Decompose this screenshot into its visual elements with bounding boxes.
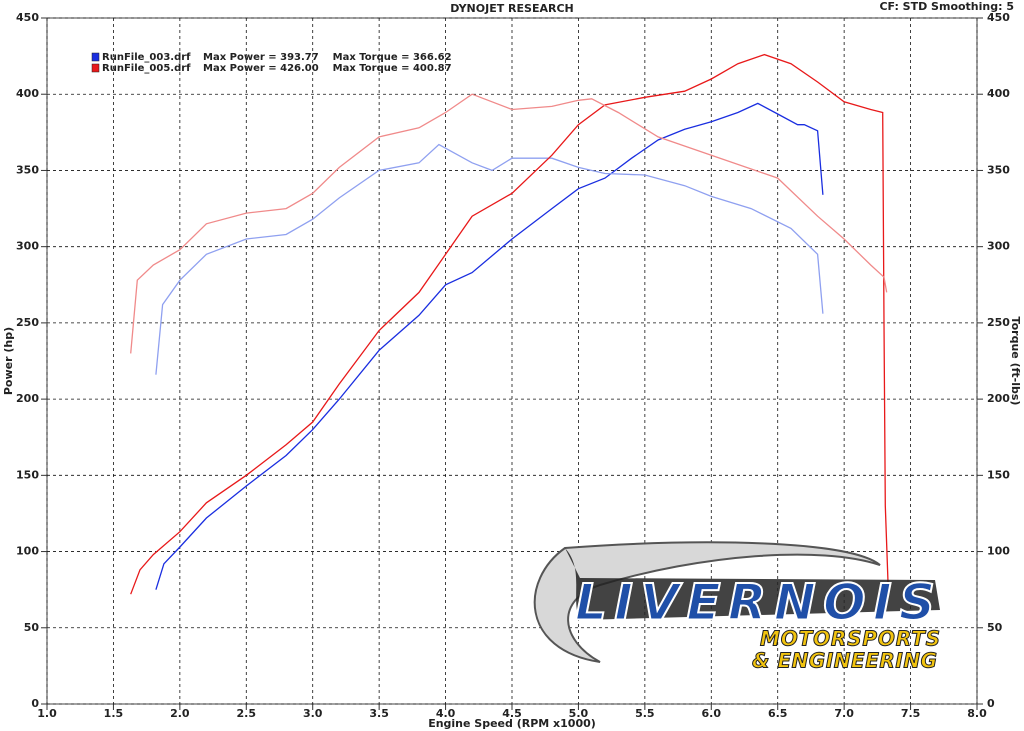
x-tick-label: 2.5 <box>237 707 257 720</box>
x-tick-label: 8.0 <box>967 707 987 720</box>
x-tick-label: 1.0 <box>37 707 57 720</box>
x-tick-label: 3.5 <box>369 707 389 720</box>
x-tick-label: 5.5 <box>635 707 655 720</box>
y2-tick-label: 100 <box>987 545 1010 558</box>
legend-stats: Max Power = 426.00 Max Torque = 400.87 <box>203 63 452 74</box>
y-tick-label: 400 <box>16 87 39 100</box>
y-tick-label: 350 <box>16 163 39 176</box>
y-tick-label: 150 <box>16 468 39 481</box>
series-line <box>130 93 888 354</box>
y2-tick-label: 400 <box>987 87 1010 100</box>
x-tick-label: 7.0 <box>834 707 854 720</box>
chart-title: DYNOJET RESEARCH <box>450 2 573 15</box>
y2-tick-label: 250 <box>987 316 1010 329</box>
logo: LIVERNOIS MOTORSPORTS & ENGINEERING <box>533 541 941 673</box>
legend-name: RunFile_005.drf <box>102 63 191 74</box>
x-tick-label: 2.0 <box>170 707 190 720</box>
x-axis-label: Engine Speed (RPM x1000) <box>428 717 596 730</box>
y2-tick-label: 200 <box>987 392 1010 405</box>
y-tick-label: 450 <box>16 11 39 24</box>
y2-tick-label: 150 <box>987 468 1010 481</box>
series-line <box>155 102 824 590</box>
y-tick-label: 250 <box>16 316 39 329</box>
legend-name: RunFile_003.drf <box>102 52 191 63</box>
y-tick-label: 300 <box>16 240 39 253</box>
x-tick-label: 6.0 <box>702 707 722 720</box>
y-tick-label: 0 <box>31 697 39 710</box>
x-tick-label: 6.5 <box>768 707 788 720</box>
logo-swoosh <box>533 541 881 663</box>
logo-line2: & ENGINEERING <box>752 649 937 673</box>
x-tick-label: 4.0 <box>436 707 456 720</box>
logo-band <box>565 548 940 620</box>
y-tick-label: 200 <box>16 392 39 405</box>
y2-tick-label: 50 <box>987 621 1003 634</box>
y2-axis-label: Torque (ft-lbs) <box>1009 317 1022 406</box>
y-axis-label: Power (hp) <box>2 327 15 395</box>
logo-line1: MOTORSPORTS <box>760 627 940 651</box>
legend-swatch <box>91 52 100 62</box>
series-line <box>130 53 889 595</box>
x-tick-label: 1.5 <box>104 707 124 720</box>
x-tick-label: 5.0 <box>569 707 589 720</box>
chart-subtitle: CF: STD Smoothing: 5 <box>879 0 1014 13</box>
y2-tick-label: 300 <box>987 240 1010 253</box>
x-tick-label: 7.5 <box>901 707 921 720</box>
y2-tick-label: 0 <box>987 697 995 710</box>
legend-stats: Max Power = 393.77 Max Torque = 366.62 <box>203 52 452 63</box>
y-tick-label: 50 <box>24 621 40 634</box>
legend-swatch <box>91 63 100 73</box>
logo-name: LIVERNOIS <box>575 574 935 632</box>
y-tick-label: 100 <box>16 545 39 558</box>
y2-tick-label: 350 <box>987 163 1010 176</box>
y2-tick-label: 450 <box>987 11 1010 24</box>
x-tick-label: 4.5 <box>502 707 522 720</box>
series-line <box>155 143 824 375</box>
x-tick-label: 3.0 <box>303 707 323 720</box>
